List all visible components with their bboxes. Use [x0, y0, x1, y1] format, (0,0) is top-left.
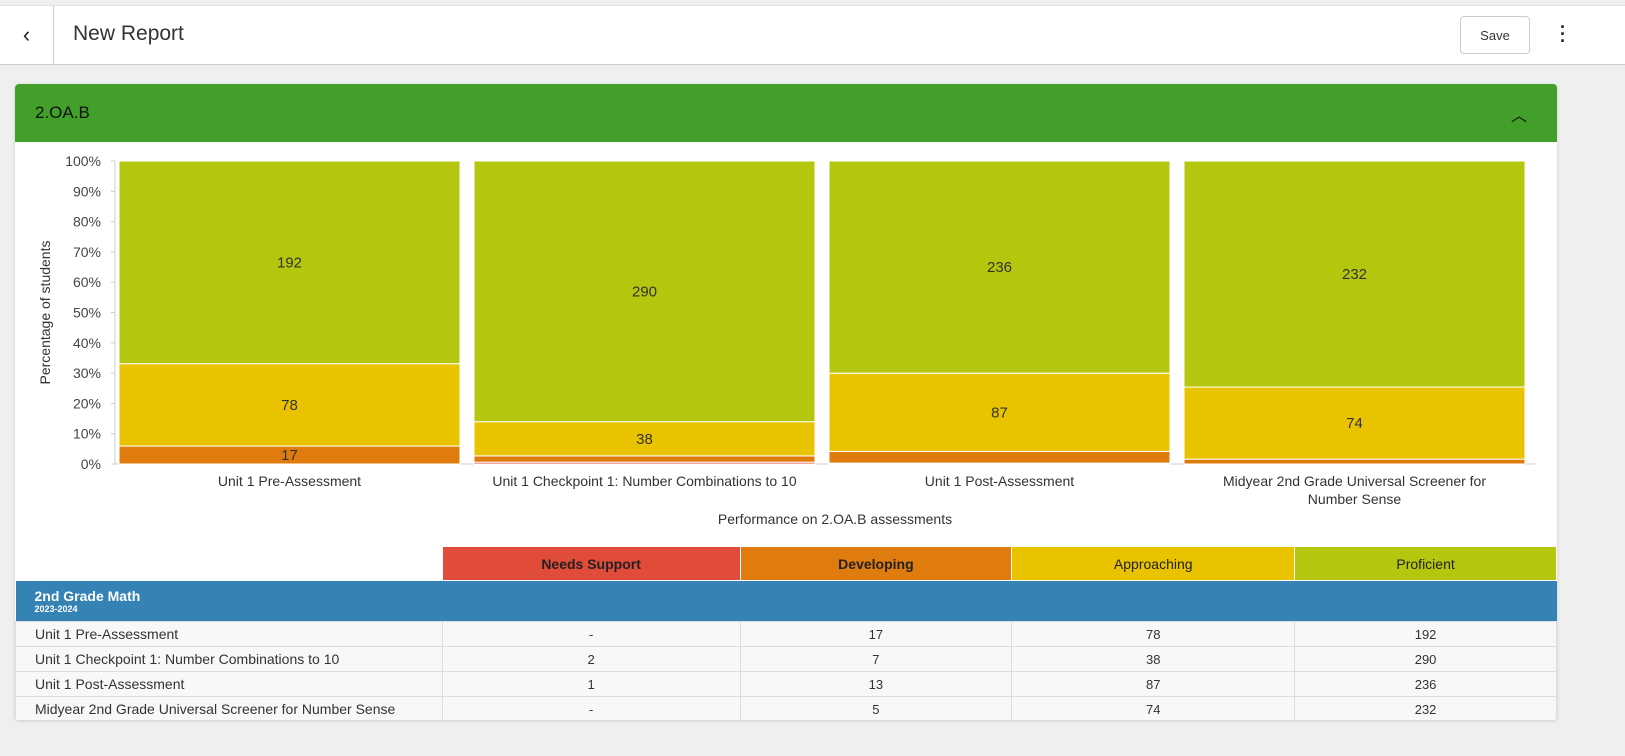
back-button[interactable]: ‹ [0, 6, 54, 64]
table-cell: - [441, 621, 741, 647]
bar-segment-developing[interactable] [1183, 458, 1526, 465]
bar-segment-proficient[interactable] [118, 160, 461, 365]
chevron-left-icon: ‹ [22, 22, 31, 47]
x-axis-title: Performance on 2.OA.B assessments [718, 511, 952, 527]
data-label: 78 [281, 397, 298, 414]
table-cell: 87 [1011, 671, 1296, 697]
results-table: Needs Support Developing Approaching Profic… [15, 546, 1557, 720]
section-title: 2.OA.B [35, 103, 90, 122]
table-cell: 13 [739, 671, 1013, 697]
top-bar: ‹ New Report Save · · · [0, 5, 1625, 65]
table-row: Unit 1 Pre-Assessment -17 78 192 [15, 621, 1557, 647]
y-tick-label: 90% [73, 183, 101, 199]
page-title: New Report [73, 22, 184, 45]
row-name: Unit 1 Checkpoint 1: Number Combinations… [15, 646, 443, 672]
table-cell: 1 [441, 671, 741, 697]
column-header-approaching: Approaching [1011, 546, 1296, 581]
x-tick-label: Unit 1 Checkpoint 1: Number Combinations… [492, 473, 796, 489]
y-tick-label: 100% [65, 153, 101, 169]
row-name: Unit 1 Pre-Assessment [15, 621, 443, 647]
bar-segment-proficient[interactable] [828, 160, 1171, 374]
y-tick-label: 20% [73, 395, 101, 411]
x-tick-label: Unit 1 Pre-Assessment [218, 473, 361, 489]
data-label: 290 [632, 283, 657, 300]
column-header-developing: Developing [739, 546, 1013, 581]
table-cell: 74 [1011, 696, 1296, 720]
y-tick-label: 10% [73, 426, 101, 442]
table-cell: 2 [441, 646, 741, 672]
column-header-proficient: Proficient [1294, 546, 1557, 581]
group-name: 2nd Grade Math [34, 588, 141, 604]
bar-segment-approaching[interactable] [118, 363, 461, 447]
table-cell: 232 [1294, 696, 1557, 720]
y-tick-label: 0% [81, 456, 101, 472]
group-row: 2nd Grade Math 2023-2024 [15, 580, 1557, 622]
table-cell: 7 [739, 646, 1013, 672]
column-header-needs-support: Needs Support [441, 546, 741, 581]
data-label: 236 [987, 259, 1012, 276]
y-tick-label: 40% [73, 335, 101, 351]
y-tick-label: 30% [73, 365, 101, 381]
section-card: 2.OA.B ︿ 0% 10% 20% 30% 40% 50% 60% 70% 80% 90% 10… [15, 84, 1557, 720]
row-name: Unit 1 Post-Assessment [15, 671, 443, 697]
section-header[interactable]: 2.OA.B ︿ [15, 84, 1557, 142]
y-tick-label: 50% [73, 305, 101, 321]
table-row: Unit 1 Checkpoint 1: Number Combinations… [15, 646, 1557, 672]
table-cell: 236 [1294, 671, 1557, 697]
table-row: Unit 1 Post-Assessment 1 13 87 236 [15, 671, 1557, 697]
table-cell: 38 [1011, 646, 1296, 672]
data-label: 232 [1342, 266, 1367, 283]
x-tick-label: Unit 1 Post-Assessment [925, 473, 1074, 489]
y-tick-label: 70% [73, 244, 101, 260]
bar-segment-developing[interactable] [473, 455, 816, 463]
data-label: 17 [281, 447, 298, 464]
table-cell: 5 [739, 696, 1013, 720]
bar-segment-approaching[interactable] [828, 372, 1171, 452]
row-name: Midyear 2nd Grade Universal Screener for… [15, 696, 443, 720]
bar-segment-developing[interactable] [828, 450, 1171, 464]
data-label: 87 [991, 404, 1008, 421]
data-label: 74 [1346, 415, 1363, 432]
y-axis-title: Percentage of students [37, 241, 53, 385]
kebab-icon[interactable]: · · · [1560, 17, 1566, 51]
bar-segment-proficient[interactable] [473, 160, 816, 423]
table-cell: 17 [739, 621, 1013, 647]
chevron-up-icon[interactable]: ︿ [1510, 108, 1527, 125]
table-cell: - [441, 696, 741, 720]
group-year: 2023-2024 [34, 604, 78, 614]
table-cell: 78 [1011, 621, 1296, 647]
bar-segment-approaching[interactable] [473, 421, 816, 457]
table-row: Midyear 2nd Grade Universal Screener for… [15, 696, 1557, 720]
bar-segment-proficient[interactable] [1183, 160, 1526, 388]
table-cell: 290 [1294, 646, 1557, 672]
data-label: 192 [277, 254, 302, 271]
data-label: 38 [636, 431, 653, 448]
table-cell: 192 [1294, 621, 1557, 647]
y-tick-label: 80% [73, 214, 101, 230]
save-button[interactable]: Save [1460, 16, 1530, 54]
x-tick-label: Midyear 2nd Grade Universal Screener for [1223, 473, 1486, 489]
stacked-bar-chart: 0% 10% 20% 30% 40% 50% 60% 70% 80% 90% 100% Percent… [37, 153, 1535, 527]
blank-header [15, 546, 443, 581]
y-tick-label: 60% [73, 274, 101, 290]
x-tick-label: Number Sense [1308, 491, 1402, 507]
bar-segment-approaching[interactable] [1183, 386, 1526, 460]
